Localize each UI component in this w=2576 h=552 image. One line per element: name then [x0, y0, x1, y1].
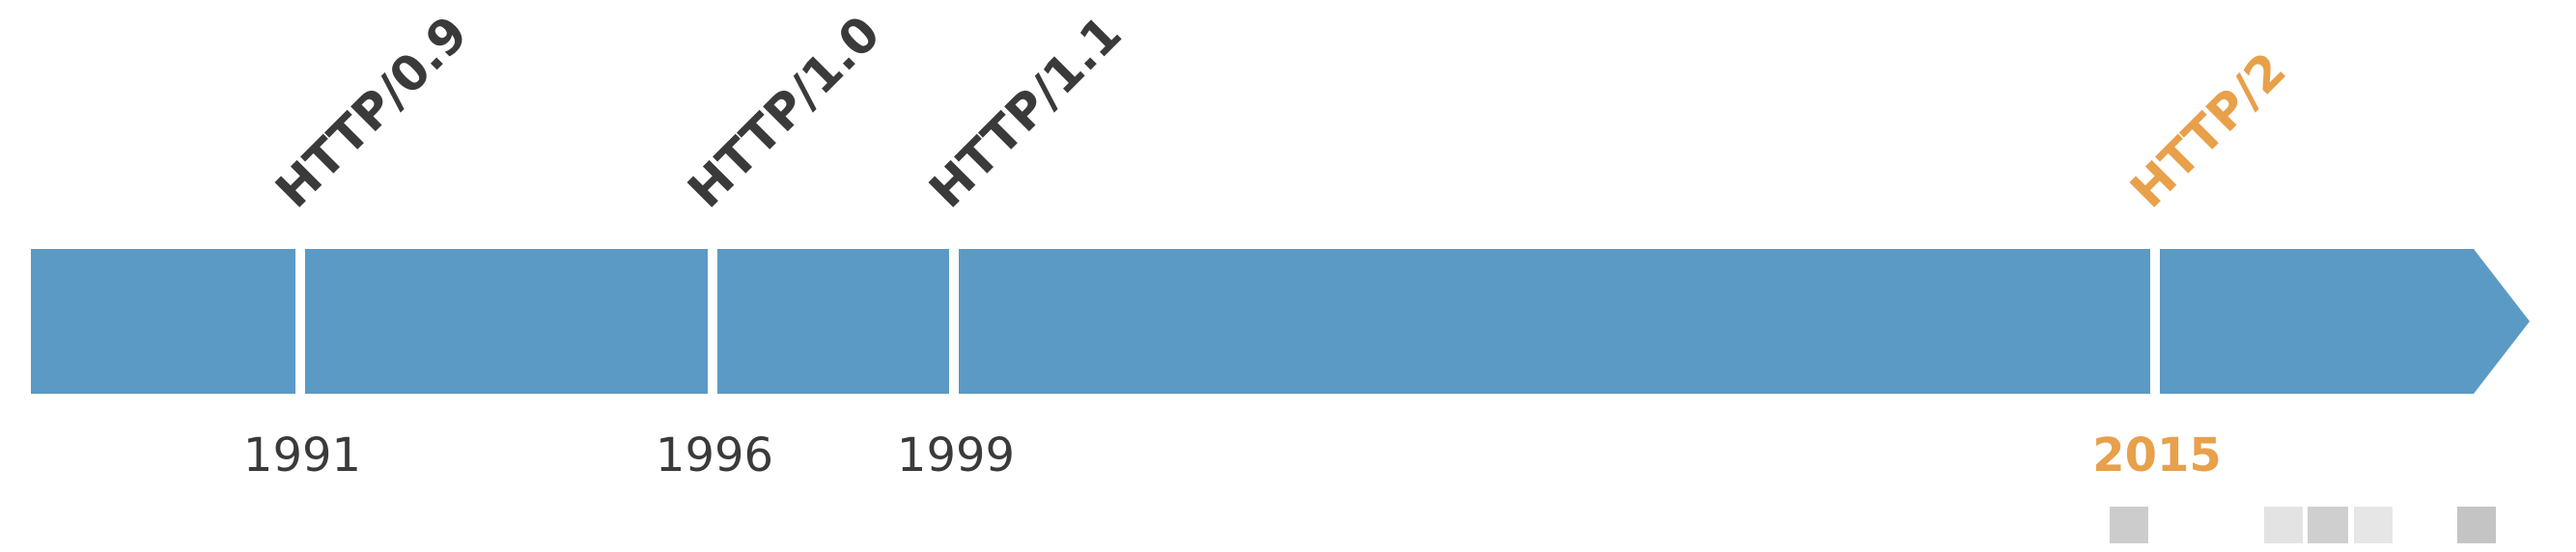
- year-label: 1991: [243, 428, 361, 483]
- milestone-divider: [295, 249, 305, 394]
- timeline-arrow: [31, 249, 2530, 394]
- milestone-divider: [2150, 249, 2160, 394]
- timeline-dividers: [295, 249, 2160, 394]
- year-label: 2015: [2092, 428, 2222, 483]
- milestone-divider: [949, 249, 959, 394]
- milestone-divider: [708, 249, 717, 394]
- year-label: 1999: [897, 428, 1015, 483]
- watermark-block: [2354, 507, 2393, 543]
- watermark-block: [2308, 507, 2348, 543]
- version-label: HTTP/1.0: [677, 5, 890, 218]
- version-label: HTTP/1.1: [918, 5, 1132, 218]
- watermark-block: [2264, 507, 2303, 543]
- version-label: HTTP/2: [2119, 41, 2296, 218]
- year-label: 1996: [656, 428, 773, 483]
- version-label: HTTP/0.9: [265, 5, 478, 218]
- watermark-block: [2457, 507, 2496, 543]
- timeline-labels: HTTP/0.9 1991 HTTP/1.0 1996 HTTP/1.1 1999 HTTP…: [243, 5, 2297, 483]
- watermark-block: [2110, 507, 2148, 543]
- watermark: [2110, 507, 2496, 543]
